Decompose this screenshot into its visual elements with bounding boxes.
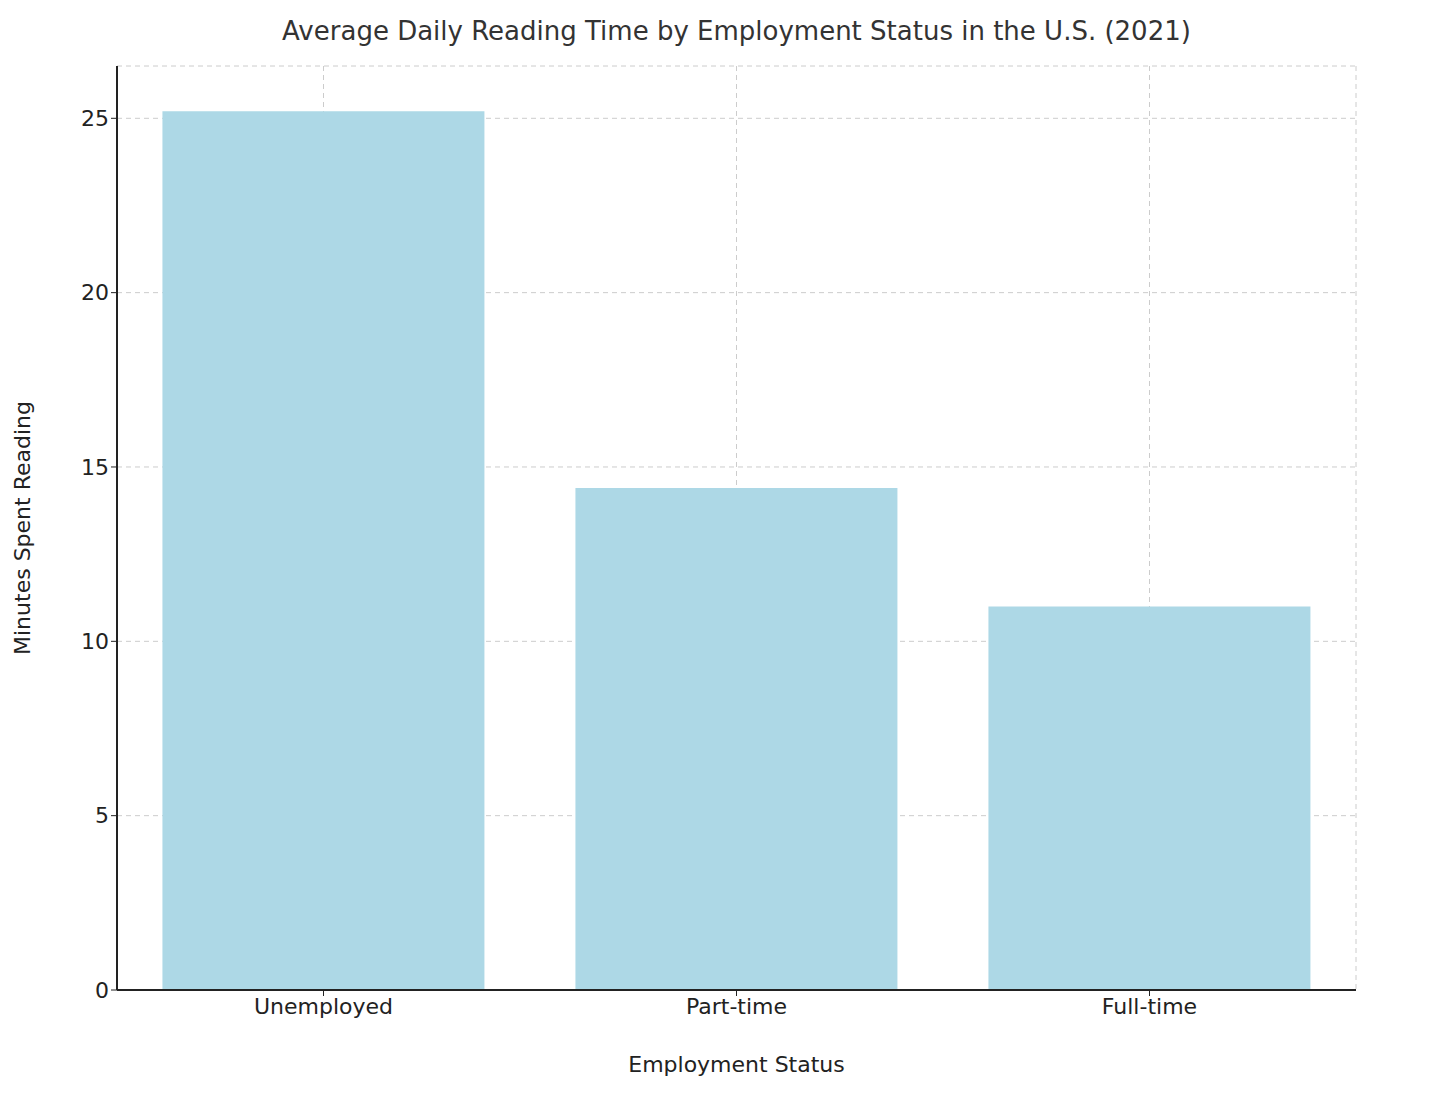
html-text:Average Daily Reading Time by: Average Daily Reading Time by Employment… [282,16,1191,46]
svg-text:0: 0 [95,978,109,1003]
svg-text:20: 20 [81,280,109,305]
svg-text:Unemployed: Unemployed [254,994,393,1019]
svg-text:5: 5 [95,803,109,828]
svg-text:15: 15 [81,455,109,480]
svg-text:10: 10 [81,629,109,654]
svg-text:Minutes Spent Reading: Minutes Spent Reading [10,401,35,655]
svg-text:Employment Status: Employment Status [628,1052,845,1077]
svg-text:Part-time: Part-time [686,994,787,1019]
svg-text:Full-time: Full-time [1102,994,1197,1019]
svg-text:25: 25 [81,106,109,131]
